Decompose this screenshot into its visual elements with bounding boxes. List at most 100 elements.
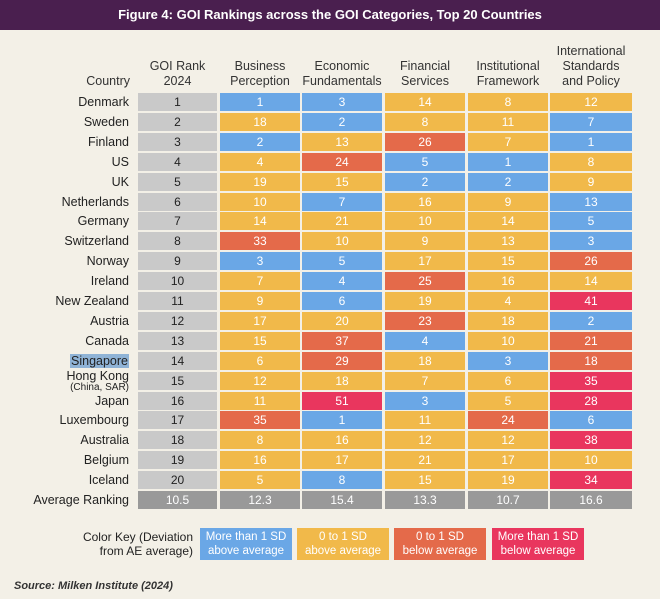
column-header: Business Perception [230, 59, 290, 88]
score-cell: 26 [385, 132, 465, 151]
score-cell: 5 [385, 152, 465, 171]
score-cell: 35 [550, 371, 632, 390]
score-cell: 14 [220, 212, 300, 231]
rank-cell: 8 [138, 232, 217, 251]
average-cell: 13.3 [385, 491, 465, 509]
rank-cell: 1 [138, 93, 217, 111]
score-cell: 8 [385, 112, 465, 131]
score-cell: 11 [220, 391, 300, 410]
country-label: Netherlands [61, 194, 129, 209]
rank-cell: 9 [138, 252, 217, 271]
column-header: Economic Fundamentals [302, 59, 382, 88]
score-cell: 17 [220, 311, 300, 330]
score-cell: 7 [468, 132, 548, 151]
rank-cell: 19 [138, 451, 217, 470]
rank-cell: 13 [138, 331, 217, 350]
figure-title: Figure 4: GOI Rankings across the GOI Ca… [0, 0, 660, 30]
score-cell: 19 [468, 471, 548, 490]
score-cell: 4 [302, 272, 382, 291]
score-cell: 2 [302, 112, 382, 131]
rank-cell: 14 [138, 351, 217, 370]
score-cell: 7 [385, 371, 465, 390]
score-cell: 29 [302, 351, 382, 370]
score-cell: 14 [550, 272, 632, 291]
score-cell: 17 [302, 451, 382, 470]
score-cell: 15 [468, 252, 548, 271]
score-cell: 16 [468, 272, 548, 291]
country-label: New Zealand [55, 294, 129, 308]
score-cell: 9 [468, 192, 548, 211]
country-label: Germany [77, 214, 129, 229]
score-cell: 9 [550, 172, 632, 191]
score-cell: 16 [220, 451, 300, 470]
country-label: Finland [88, 134, 129, 149]
score-cell: 18 [302, 371, 382, 390]
score-cell: 38 [550, 431, 632, 450]
score-cell: 8 [550, 152, 632, 171]
score-cell: 15 [302, 172, 382, 191]
country-label: Ireland [90, 274, 129, 289]
score-cell: 17 [385, 252, 465, 271]
score-cell: 1 [468, 152, 548, 171]
average-cell: 10.5 [138, 491, 217, 509]
score-cell: 16 [302, 431, 382, 450]
score-cell: 18 [220, 112, 300, 131]
score-cell: 25 [385, 272, 465, 291]
score-cell: 18 [385, 351, 465, 370]
score-cell: 15 [385, 471, 465, 490]
score-cell: 20 [302, 311, 382, 330]
score-cell: 6 [220, 351, 300, 370]
country-header: Country [86, 74, 130, 88]
score-cell: 5 [550, 212, 632, 231]
score-cell: 10 [550, 451, 632, 470]
score-cell: 7 [302, 192, 382, 211]
score-cell: 2 [468, 172, 548, 191]
average-cell: 12.3 [220, 491, 300, 509]
score-cell: 3 [385, 391, 465, 410]
score-cell: 10 [302, 232, 382, 251]
rank-cell: 3 [138, 132, 217, 151]
rank-cell: 6 [138, 192, 217, 211]
score-cell: 4 [385, 331, 465, 350]
score-cell: 21 [550, 331, 632, 350]
score-cell: 1 [302, 411, 382, 430]
score-cell: 6 [550, 411, 632, 430]
country-label: Singapore [70, 353, 129, 368]
column-header: Financial Services [399, 59, 451, 88]
score-cell: 21 [302, 212, 382, 231]
score-cell: 5 [468, 391, 548, 410]
score-cell: 1 [220, 93, 300, 111]
rank-cell: 2 [138, 112, 217, 131]
score-cell: 37 [302, 331, 382, 350]
score-cell: 13 [468, 232, 548, 251]
score-cell: 5 [220, 471, 300, 490]
score-cell: 11 [385, 411, 465, 430]
rank-cell: 18 [138, 431, 217, 450]
color-key-swatch: 0 to 1 SD above average [297, 528, 389, 560]
country-label: Norway [86, 254, 129, 269]
score-cell: 2 [220, 132, 300, 151]
score-cell: 21 [385, 451, 465, 470]
score-cell: 33 [220, 232, 300, 251]
color-key-swatch: More than 1 SD below average [492, 528, 584, 560]
country-label: Sweden [83, 114, 129, 129]
rank-cell: 12 [138, 311, 217, 330]
column-header: Institutional Framework [476, 59, 540, 88]
rank-cell: 11 [138, 292, 217, 310]
score-cell: 41 [550, 292, 632, 310]
score-cell: 51 [302, 391, 382, 410]
score-cell: 14 [385, 93, 465, 111]
rank-cell: 10 [138, 272, 217, 291]
average-cell: 10.7 [468, 491, 548, 509]
country-label: Hong Kong (China, SAR) [66, 368, 129, 393]
rank-cell: 20 [138, 471, 217, 490]
score-cell: 9 [385, 232, 465, 251]
score-cell: 10 [468, 331, 548, 350]
country-label: Austria [90, 313, 129, 328]
country-label: Canada [85, 333, 129, 348]
score-cell: 1 [550, 132, 632, 151]
score-cell: 12 [385, 431, 465, 450]
score-cell: 6 [302, 292, 382, 310]
score-cell: 2 [550, 311, 632, 330]
country-label: Switzerland [64, 234, 129, 249]
